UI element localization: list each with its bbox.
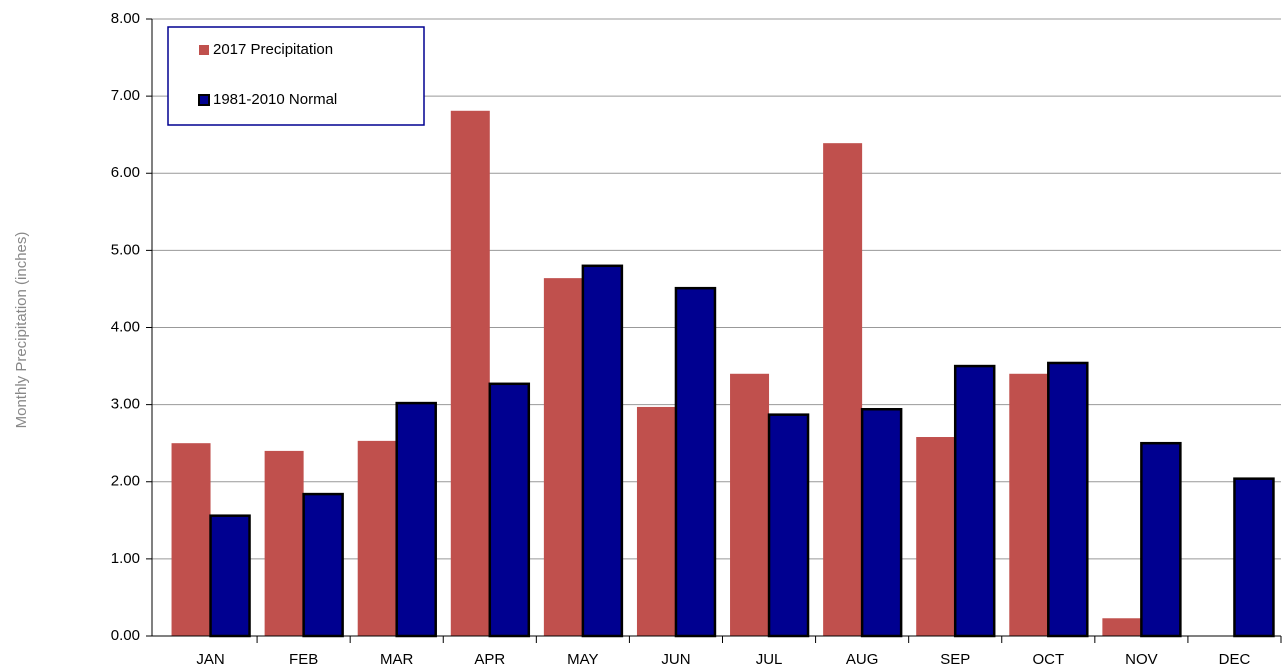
bar: [636, 406, 676, 636]
bar: [1140, 441, 1182, 638]
bar: [357, 440, 397, 636]
x-tick-label: OCT: [1032, 651, 1064, 668]
y-tick-label: 2.00: [111, 473, 140, 490]
bar: [767, 413, 810, 638]
y-tick-label: 0.00: [111, 627, 140, 644]
x-tick-label: NOV: [1125, 651, 1158, 668]
y-axis-label: Monthly Precipitation (inches): [13, 232, 30, 429]
bar: [450, 110, 490, 636]
x-tick-label: JUL: [756, 651, 783, 668]
bar: [1102, 618, 1142, 636]
bar: [581, 264, 624, 638]
x-tick-label: APR: [474, 651, 505, 668]
y-tick-label: 3.00: [111, 396, 140, 413]
x-tick-label: MAY: [567, 651, 598, 668]
bar: [171, 443, 211, 636]
y-tick-label: 6.00: [111, 164, 140, 181]
legend-swatch: [198, 94, 210, 106]
y-tick-label: 4.00: [111, 318, 140, 335]
bar: [1047, 361, 1089, 638]
bar: [543, 278, 583, 636]
bar: [823, 143, 863, 636]
x-tick-label: MAR: [380, 651, 414, 668]
x-tick-label: AUG: [846, 651, 879, 668]
y-tick-label: 5.00: [111, 241, 140, 258]
x-tick-label: SEP: [940, 651, 970, 668]
bar: [1009, 373, 1049, 636]
y-tick-label: 1.00: [111, 550, 140, 567]
bar: [488, 382, 531, 638]
bar: [953, 364, 996, 638]
x-tick-label: DEC: [1219, 651, 1251, 668]
bar: [674, 286, 717, 638]
x-tick-label: JUN: [661, 651, 690, 668]
legend-swatch: [199, 45, 209, 55]
bar: [302, 492, 344, 638]
bar: [730, 373, 770, 636]
bar: [860, 408, 903, 638]
bar: [209, 514, 251, 638]
legend-box: [167, 26, 425, 126]
bar: [1233, 477, 1275, 638]
legend-label: 2017 Precipitation: [213, 41, 333, 58]
bar: [264, 450, 304, 636]
bar: [916, 437, 956, 636]
y-tick-label: 7.00: [111, 87, 140, 104]
legend-label: 1981-2010 Normal: [213, 91, 337, 108]
bar: [395, 401, 437, 638]
x-tick-label: FEB: [289, 651, 318, 668]
y-tick-label: 8.00: [111, 10, 140, 27]
x-tick-label: JAN: [196, 651, 224, 668]
